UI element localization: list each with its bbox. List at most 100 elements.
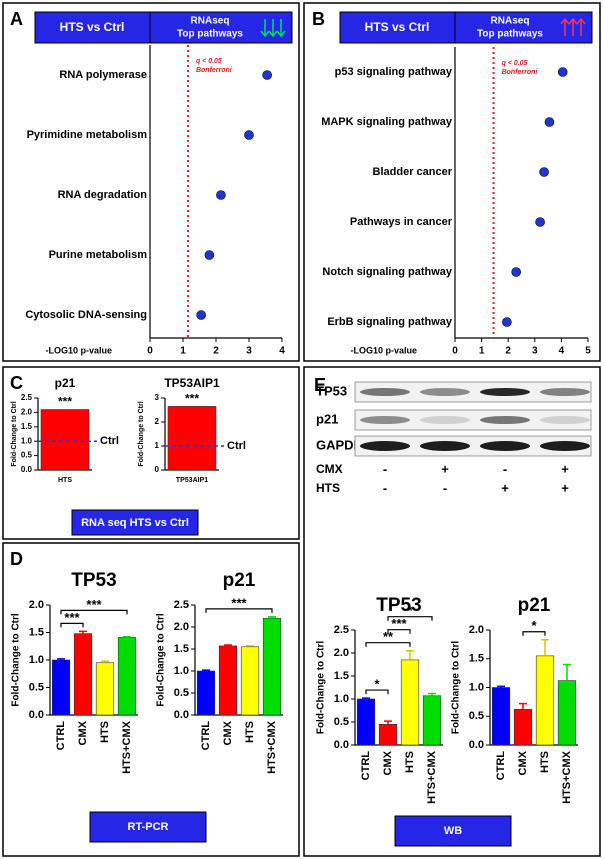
- blot-band: [360, 441, 410, 451]
- panel-frame: [2, 542, 300, 857]
- x-tick-label: 2: [505, 346, 511, 357]
- y-axis-label: Fold-Change to Ctrl: [138, 401, 145, 466]
- bar: [218, 645, 238, 716]
- header-bar: [454, 11, 593, 44]
- x-tick-label: HTS: [404, 751, 416, 773]
- y-tick-label: 1.5: [334, 670, 349, 682]
- chart-title: p21: [223, 570, 256, 591]
- significance-label: ***: [86, 597, 102, 612]
- y-tick-label: 3: [155, 393, 160, 402]
- chart-title: TP53: [376, 595, 421, 616]
- blot-band: [420, 416, 470, 424]
- x-axis-label: -LOG10 p-value: [350, 345, 417, 355]
- dot: [557, 67, 568, 77]
- up-arrows-icon: [560, 17, 586, 36]
- bar: [167, 406, 217, 471]
- bar: [73, 633, 93, 716]
- chart-title: p21: [55, 376, 76, 390]
- panel-frame: [303, 2, 601, 362]
- x-tick-label: HTS: [244, 721, 256, 743]
- header-title: HTS vs Ctrl: [60, 20, 125, 34]
- blot-band: [420, 388, 470, 396]
- x-tick-label: 4: [559, 346, 565, 357]
- dot: [196, 310, 206, 320]
- panel-letter: C: [10, 373, 23, 393]
- threshold-label: Bonferroni: [196, 67, 233, 74]
- category-label: Bladder cancer: [373, 166, 453, 178]
- x-tick-label: CTRL: [360, 751, 372, 781]
- y-tick-label: 2.5: [174, 599, 189, 611]
- x-tick-label: CMX: [517, 750, 529, 775]
- significance-label: ***: [58, 395, 72, 409]
- blot-band: [360, 416, 410, 424]
- x-tick-label: CMX: [382, 750, 394, 775]
- y-tick-label: 2.0: [29, 599, 44, 611]
- y-tick-label: 0.5: [21, 451, 33, 460]
- blot-row-label: GAPDH: [316, 437, 363, 452]
- threshold-label: q < 0.05: [502, 60, 528, 67]
- condition-sign: +: [441, 461, 449, 476]
- bar: [535, 655, 555, 746]
- y-tick-label: 2.0: [334, 647, 349, 659]
- reference-label: Ctrl: [100, 435, 119, 447]
- condition-label: HTS: [316, 481, 340, 495]
- significance-bracket: [205, 608, 273, 613]
- error-bar: [541, 639, 549, 656]
- y-tick-label: 1: [155, 441, 160, 450]
- error-bar: [268, 616, 276, 619]
- blot-strip: [354, 381, 592, 403]
- category-label: Pathways in cancer: [350, 216, 453, 228]
- blot-band: [420, 441, 470, 451]
- bar: [262, 617, 282, 716]
- condition-label: CMX: [316, 462, 343, 476]
- footer-box: [394, 815, 512, 847]
- y-tick-label: 0.0: [174, 709, 189, 721]
- blot-band: [360, 388, 410, 396]
- x-tick-label: 0: [452, 346, 458, 357]
- x-tick-label: TP53AIP1: [176, 477, 208, 484]
- reference-label: Ctrl: [227, 440, 246, 452]
- x-tick-label: HTS+CMX: [121, 720, 133, 774]
- dot: [262, 70, 272, 80]
- y-tick-label: 1.0: [469, 681, 484, 693]
- dot: [204, 250, 215, 260]
- panel-letter: E: [314, 375, 326, 395]
- footer-label: RNA seq HTS vs Ctrl: [81, 517, 189, 529]
- category-label: MAPK signaling pathway: [321, 116, 453, 128]
- dot: [539, 167, 549, 177]
- panel-letter: D: [10, 549, 23, 569]
- error-bar: [428, 692, 436, 696]
- bar: [196, 670, 216, 716]
- y-tick-label: 1.0: [174, 665, 189, 677]
- panel-frame: [303, 366, 601, 857]
- error-bar: [563, 663, 571, 681]
- x-tick-label: CTRL: [55, 721, 67, 751]
- condition-sign: +: [561, 480, 569, 495]
- y-tick-label: 0.0: [334, 739, 349, 751]
- x-tick-label: 2: [213, 346, 219, 357]
- significance-bracket: [60, 609, 128, 615]
- down-arrows-icon: [260, 19, 286, 38]
- x-tick-label: CMX: [222, 720, 234, 745]
- significance-bracket: [60, 622, 84, 628]
- x-tick-label: HTS: [99, 721, 111, 743]
- bar: [491, 687, 511, 746]
- bar: [513, 709, 533, 746]
- bar: [40, 409, 90, 471]
- bar: [400, 659, 420, 746]
- header-bar: [149, 11, 293, 44]
- chart-title: TP53: [71, 570, 116, 591]
- y-axis-label: Fold-Change to Ctrl: [11, 401, 18, 466]
- blot-band: [540, 388, 590, 396]
- significance-label: ***: [64, 610, 80, 625]
- y-tick-label: 1.5: [29, 626, 44, 638]
- y-tick-label: 0.5: [334, 716, 349, 728]
- significance-label: ***: [231, 595, 247, 610]
- condition-sign: -: [383, 480, 387, 495]
- significance-bracket: [365, 689, 389, 695]
- significance-label: *: [374, 677, 380, 692]
- y-tick-label: 0.0: [469, 739, 484, 751]
- error-bar: [406, 649, 414, 660]
- x-tick-label: 4: [279, 346, 285, 357]
